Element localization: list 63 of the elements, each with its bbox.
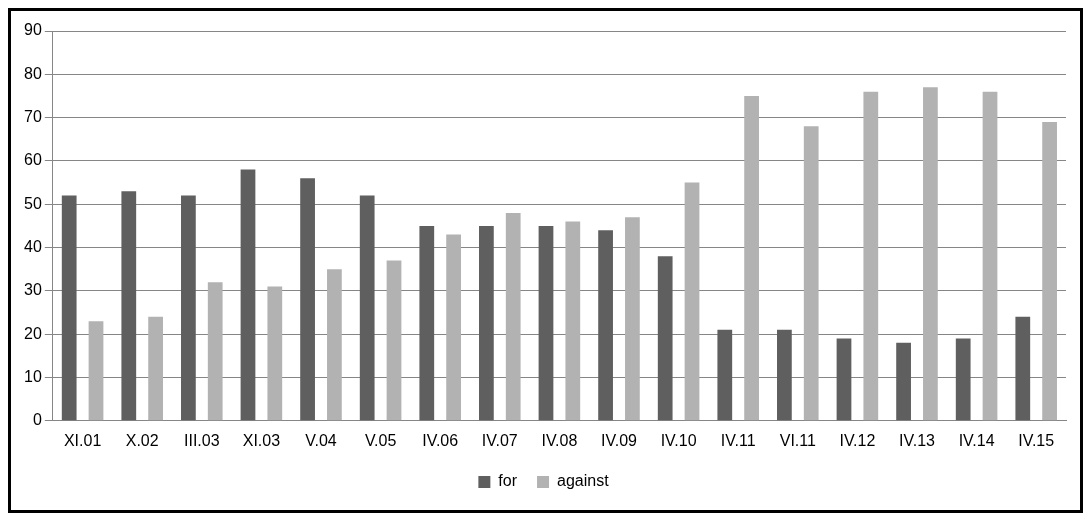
bar [359,195,375,421]
y-tick-label: 40 [24,237,42,255]
bar [1042,121,1057,421]
bar [836,338,852,421]
bar [181,195,196,421]
bar [300,178,315,421]
y-tick-label: 0 [32,411,42,429]
x-tick-label: XI.01 [63,431,102,449]
x-tick-label: IV.06 [422,431,459,449]
bar [744,95,759,421]
bar [955,338,971,421]
bar [923,87,938,421]
bar [327,269,342,421]
x-tick-label: IV.07 [481,431,518,449]
y-tick-label: 90 [24,21,42,39]
x-tick-label: X.02 [125,431,159,449]
bar [598,230,613,421]
bar [148,316,163,421]
bar [565,221,581,421]
x-tick-label: IV.11 [720,431,756,449]
bar [657,256,673,421]
bar [267,286,283,421]
bar [777,329,792,421]
bar [717,329,733,421]
bar [240,169,256,421]
x-tick-label: IV.10 [660,431,697,449]
y-tick-label: 80 [24,64,42,82]
x-tick-label: V.05 [364,431,397,449]
bar [446,234,461,421]
x-tick-label: VI.11 [779,431,816,449]
bar [505,212,521,421]
x-tick-label: IV.13 [899,431,936,449]
bar [538,225,554,421]
y-tick-label: 20 [24,324,42,342]
x-tick-label: III.03 [184,431,220,449]
x-tick-label: IV.15 [1018,431,1055,449]
legend-label: against [557,472,610,490]
bar [386,260,402,421]
bar [803,126,819,421]
bar [625,217,640,421]
bar [982,91,998,421]
bar [896,342,911,421]
x-tick-label: V.04 [305,431,337,449]
y-tick-label: 50 [24,194,42,212]
bar [88,321,104,421]
y-tick-label: 60 [24,151,42,169]
bar [419,225,435,421]
bar [863,91,879,421]
y-tick-label: 30 [24,281,42,299]
bar [121,191,137,421]
x-tick-label: IV.09 [601,431,638,449]
x-tick-label: IV.08 [541,431,578,449]
y-tick-label: 70 [24,108,42,126]
x-tick-label: XI.03 [242,431,281,449]
y-tick-label: 10 [24,367,42,385]
bar [207,282,223,421]
x-tick-label: IV.12 [839,431,876,449]
legend-label: for [498,472,518,490]
bar [1015,316,1031,421]
bar [61,195,77,421]
bar [684,182,700,421]
bar [479,225,494,421]
x-tick-label: IV.14 [958,431,995,449]
